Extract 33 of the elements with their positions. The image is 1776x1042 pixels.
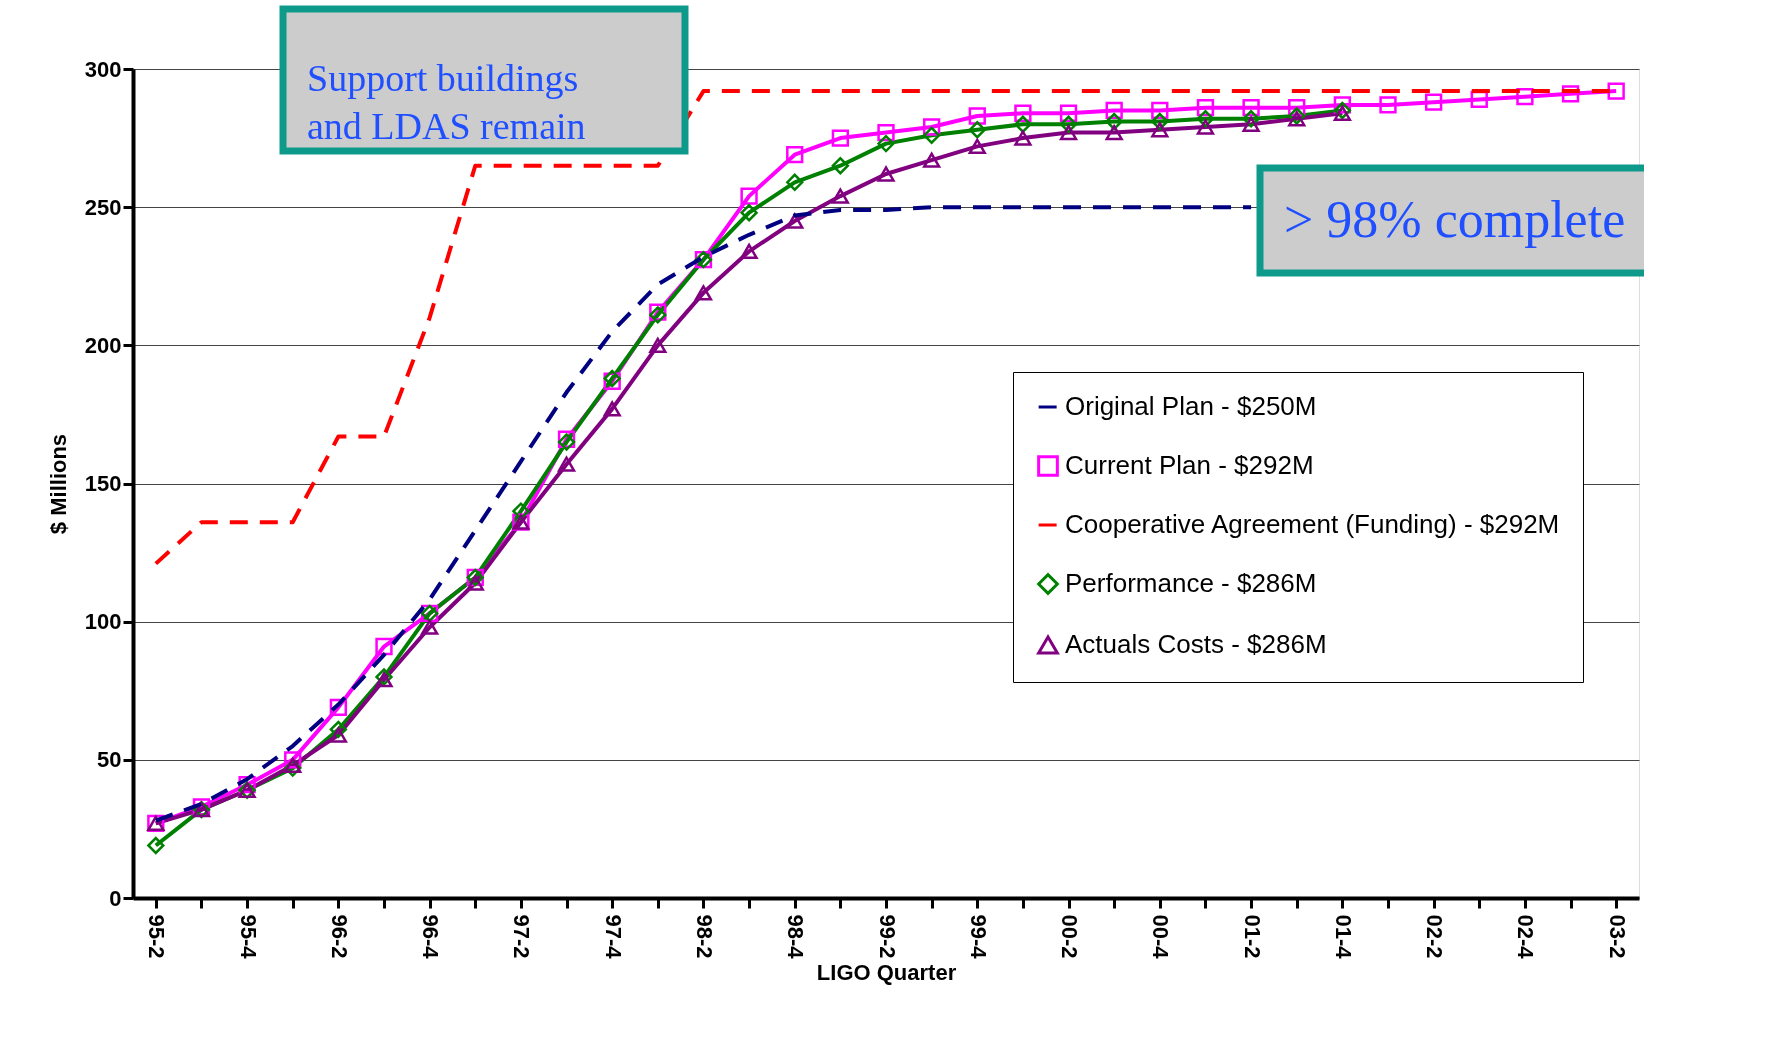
x-tick-label: 96-2	[326, 914, 352, 959]
annotation: > 98% complete	[1284, 190, 1626, 248]
y-tick-label: 50	[97, 747, 122, 773]
x-tick-label: 97-2	[509, 914, 535, 959]
legend-label: Cooperative Agreement (Funding) - $292M	[1065, 509, 1560, 539]
x-tick-label: 96-4	[418, 914, 444, 960]
y-tick-label: 0	[109, 885, 122, 911]
x-tick-label: 97-4	[600, 914, 626, 960]
y-tick-label: 300	[84, 56, 122, 82]
x-tick-label: 98-2	[691, 914, 717, 959]
x-tick-label: 95-4	[235, 914, 261, 960]
y-tick-label: 100	[84, 609, 122, 635]
legend-label: Performance - $286M	[1065, 568, 1317, 598]
x-tick-label: 00-4	[1148, 914, 1174, 960]
x-tick-label: 03-2	[1604, 914, 1630, 959]
legend-label: Actuals Costs - $286M	[1065, 629, 1327, 659]
annotation: Support buildings and LDAS remain	[307, 57, 586, 147]
x-tick-label: 99-2	[874, 914, 900, 959]
y-tick-label: 250	[84, 194, 122, 220]
x-tick-label: 01-2	[1239, 914, 1265, 959]
x-tick-label: 02-4	[1513, 914, 1539, 960]
x-axis-title: LIGO Quarter	[816, 959, 957, 985]
legend-label: Original Plan - $250M	[1065, 391, 1317, 421]
x-tick-label: 02-2	[1422, 914, 1448, 959]
y-axis-title: $ Millions	[45, 433, 71, 535]
x-tick-label: 01-4	[1330, 914, 1356, 960]
legend-label: Current Plan - $292M	[1065, 450, 1314, 480]
x-tick-label: 00-2	[1057, 914, 1083, 959]
x-tick-label: 95-2	[144, 914, 170, 959]
y-tick-label: 200	[84, 332, 122, 358]
x-tick-label: 98-4	[783, 914, 809, 960]
y-tick-label: 150	[84, 471, 122, 496]
x-tick-label: 99-4	[965, 914, 991, 960]
